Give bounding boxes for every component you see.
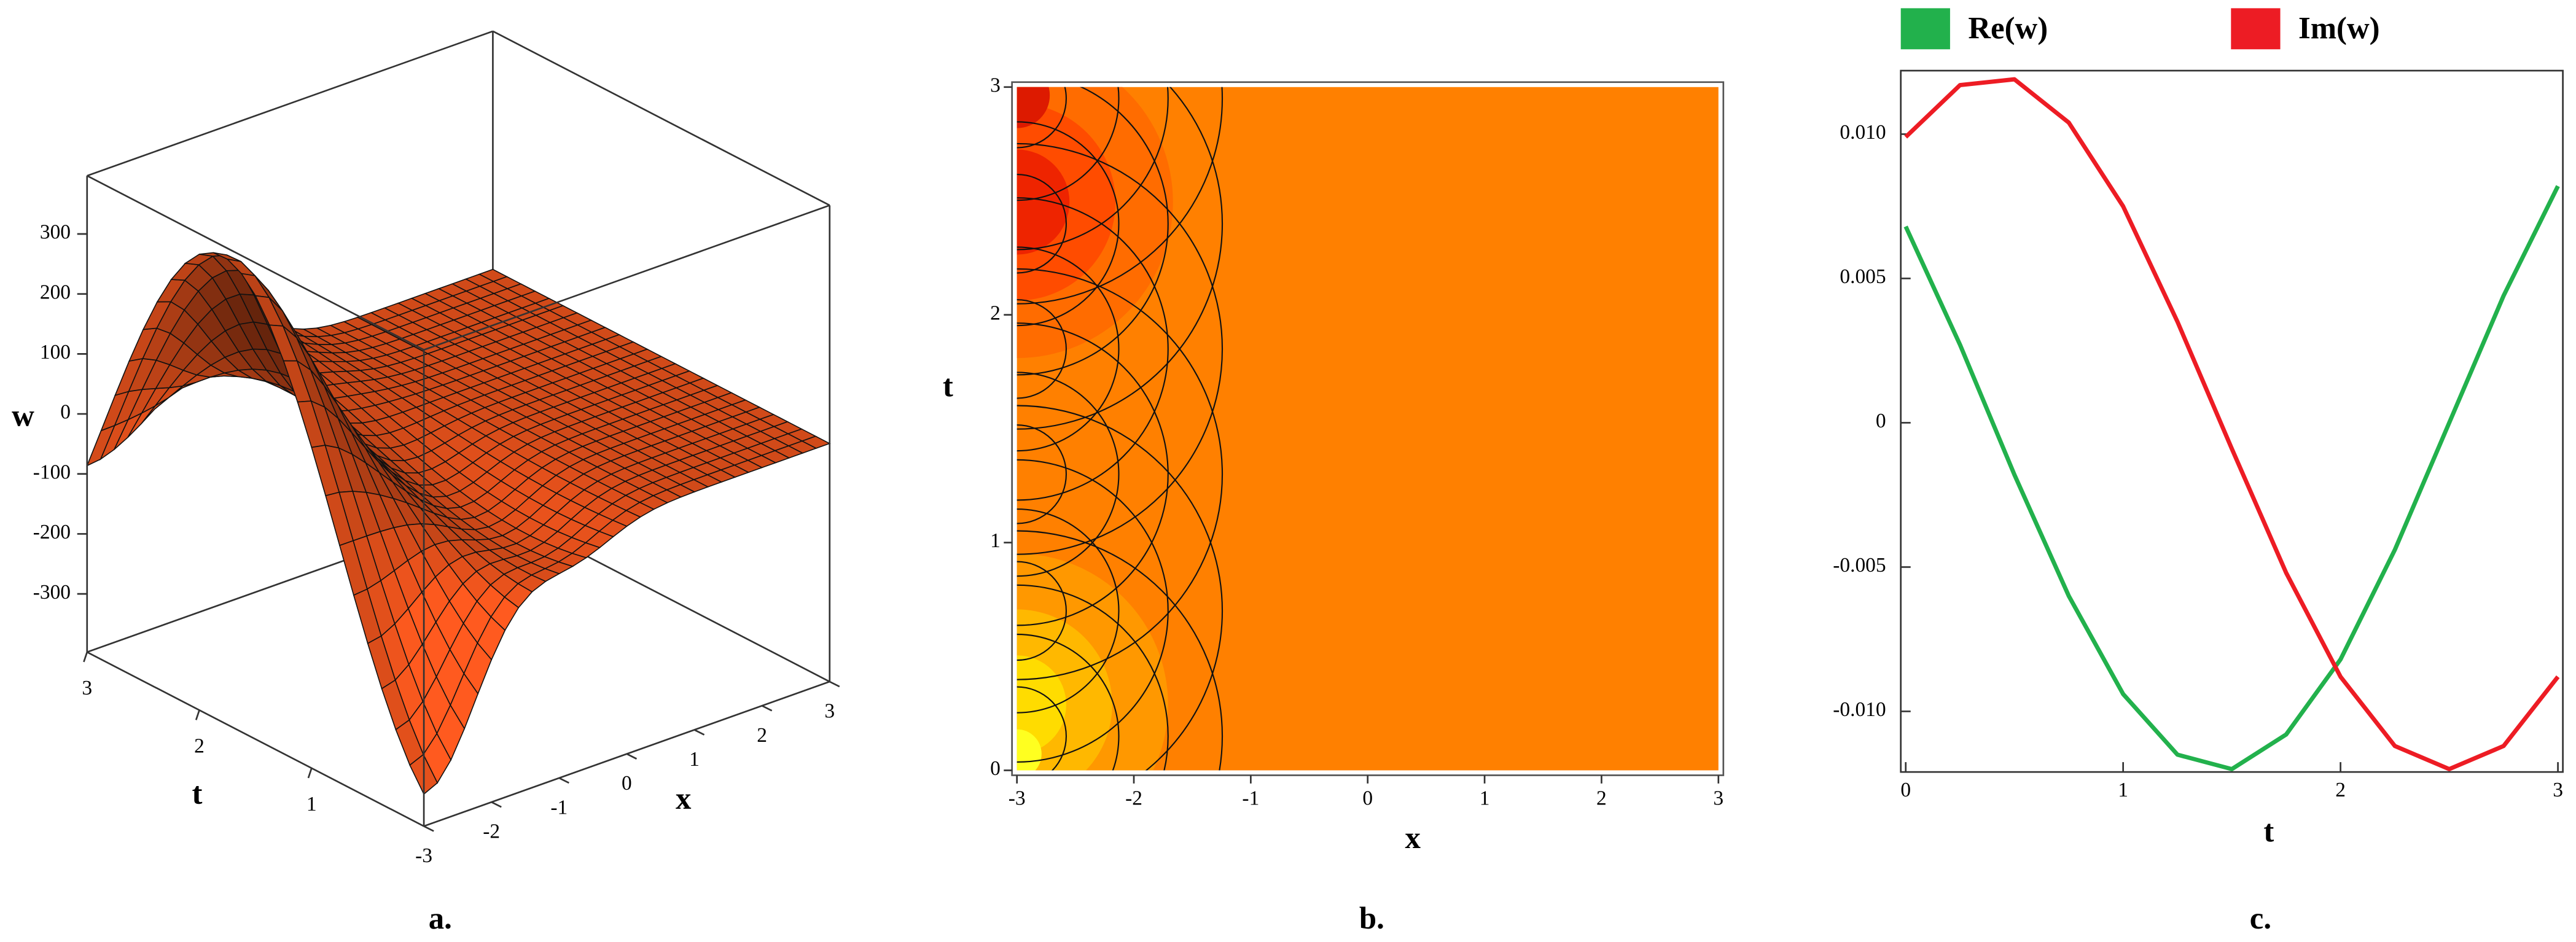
contour-line [1017, 87, 1067, 149]
y-tick-label: 0.010 [1840, 121, 1886, 144]
x-tick-label: 1 [2118, 779, 2128, 801]
x-tick-label: 2 [2335, 779, 2346, 801]
x-tick [491, 801, 502, 808]
contour-line [1017, 87, 1169, 251]
contour-line [1017, 459, 1169, 763]
contour-line [1017, 246, 1120, 452]
z-tick-label: 200 [40, 281, 71, 303]
contour-line [1017, 530, 1223, 771]
y-tick-label: -0.010 [1833, 698, 1886, 721]
x-tick-label: 2 [757, 724, 767, 747]
t-tick-label: 2 [194, 735, 205, 758]
x-tick-label: -2 [1125, 787, 1142, 809]
x-tick-label: -1 [1242, 787, 1259, 809]
contour-line [1017, 372, 1120, 577]
y-tick-label: 2 [990, 302, 1001, 324]
z-tick-label: 100 [40, 341, 71, 364]
contour-line [1017, 174, 1067, 274]
y-tick-label: 0.005 [1840, 265, 1886, 288]
x-tick-label: 0 [1900, 779, 1911, 801]
contour-line [1017, 299, 1067, 399]
box-edge [87, 30, 493, 177]
contour-line [1017, 87, 1169, 376]
t-tick-label: 3 [82, 677, 92, 699]
x-tick-label: -1 [550, 796, 568, 819]
x-tick-label: -2 [483, 820, 500, 843]
contour-line [1017, 121, 1120, 327]
contour-line [1017, 686, 1067, 771]
x-tick [762, 705, 773, 712]
contour-line [1017, 87, 1120, 201]
y-axis-label: t [943, 369, 953, 403]
contour-region [1017, 87, 1050, 128]
contour-regions [1017, 87, 1223, 771]
t-tick [307, 768, 313, 779]
contour-line [1017, 87, 1223, 430]
contour-line [1017, 633, 1120, 771]
x-tick [626, 753, 638, 760]
series-line [1904, 77, 2560, 771]
contour-line [1017, 268, 1223, 680]
legend-label: Im(w) [2298, 10, 2380, 45]
contour-line [1017, 322, 1169, 626]
x-tick-label: 3 [824, 700, 835, 723]
x-tick-label: 2 [1596, 787, 1607, 809]
x-tick [829, 680, 840, 688]
box-edge [492, 30, 830, 206]
y-tick-label: 3 [990, 74, 1001, 96]
x-tick [693, 729, 705, 736]
z-axis-label: w [12, 399, 34, 433]
x-tick [558, 777, 569, 784]
z-tick-label: 0 [60, 401, 71, 424]
contour-region [1017, 655, 1066, 754]
z-tick-label: -300 [33, 581, 71, 604]
x-tick-label: 1 [689, 748, 700, 771]
y-tick-label: 1 [990, 529, 1001, 552]
z-tick-label: -100 [33, 461, 71, 483]
legend-swatch [2231, 8, 2281, 50]
t-tick [195, 709, 200, 720]
caption: c. [2250, 901, 2271, 935]
x-tick-label: -3 [1009, 787, 1026, 809]
contour-line [1017, 197, 1169, 501]
t-tick [83, 652, 88, 663]
t-axis-label: t [192, 776, 203, 811]
x-axis-label: x [1405, 820, 1421, 855]
contour-line [1017, 142, 1223, 555]
box-edge [87, 651, 424, 827]
x-tick [423, 825, 434, 832]
series-line [1903, 185, 2560, 771]
contour-line [1017, 87, 1223, 305]
box-edge [87, 175, 424, 351]
x-tick-label: 0 [1362, 787, 1373, 809]
z-tick-label: 300 [40, 221, 71, 244]
legend-swatch [1900, 8, 1950, 50]
legend-label: Re(w) [1968, 10, 2048, 45]
x-axis-label: x [676, 781, 692, 815]
contour-line [1017, 424, 1067, 524]
y-tick-label: 0 [1876, 410, 1886, 432]
x-tick-label: -3 [415, 844, 432, 867]
x-tick-label: 0 [622, 772, 632, 795]
x-tick-label: 3 [2553, 779, 2563, 801]
t-tick-label: 1 [306, 793, 317, 815]
contour-line [1017, 405, 1223, 771]
plot-frame [1900, 69, 2564, 773]
contour-line [1017, 561, 1067, 661]
y-tick-label: 0 [990, 757, 1001, 780]
box-edge [423, 204, 830, 351]
x-axis-label: t [2263, 814, 2274, 848]
caption: b. [1359, 901, 1384, 935]
y-tick-label: -0.005 [1833, 554, 1886, 577]
contour-line [1017, 584, 1169, 771]
caption: a. [429, 901, 452, 935]
x-tick-label: 3 [1713, 787, 1723, 809]
x-tick-label: 1 [1480, 787, 1490, 809]
z-tick-label: -200 [33, 521, 71, 543]
contour-region [1017, 729, 1042, 771]
contour-line [1017, 508, 1120, 714]
